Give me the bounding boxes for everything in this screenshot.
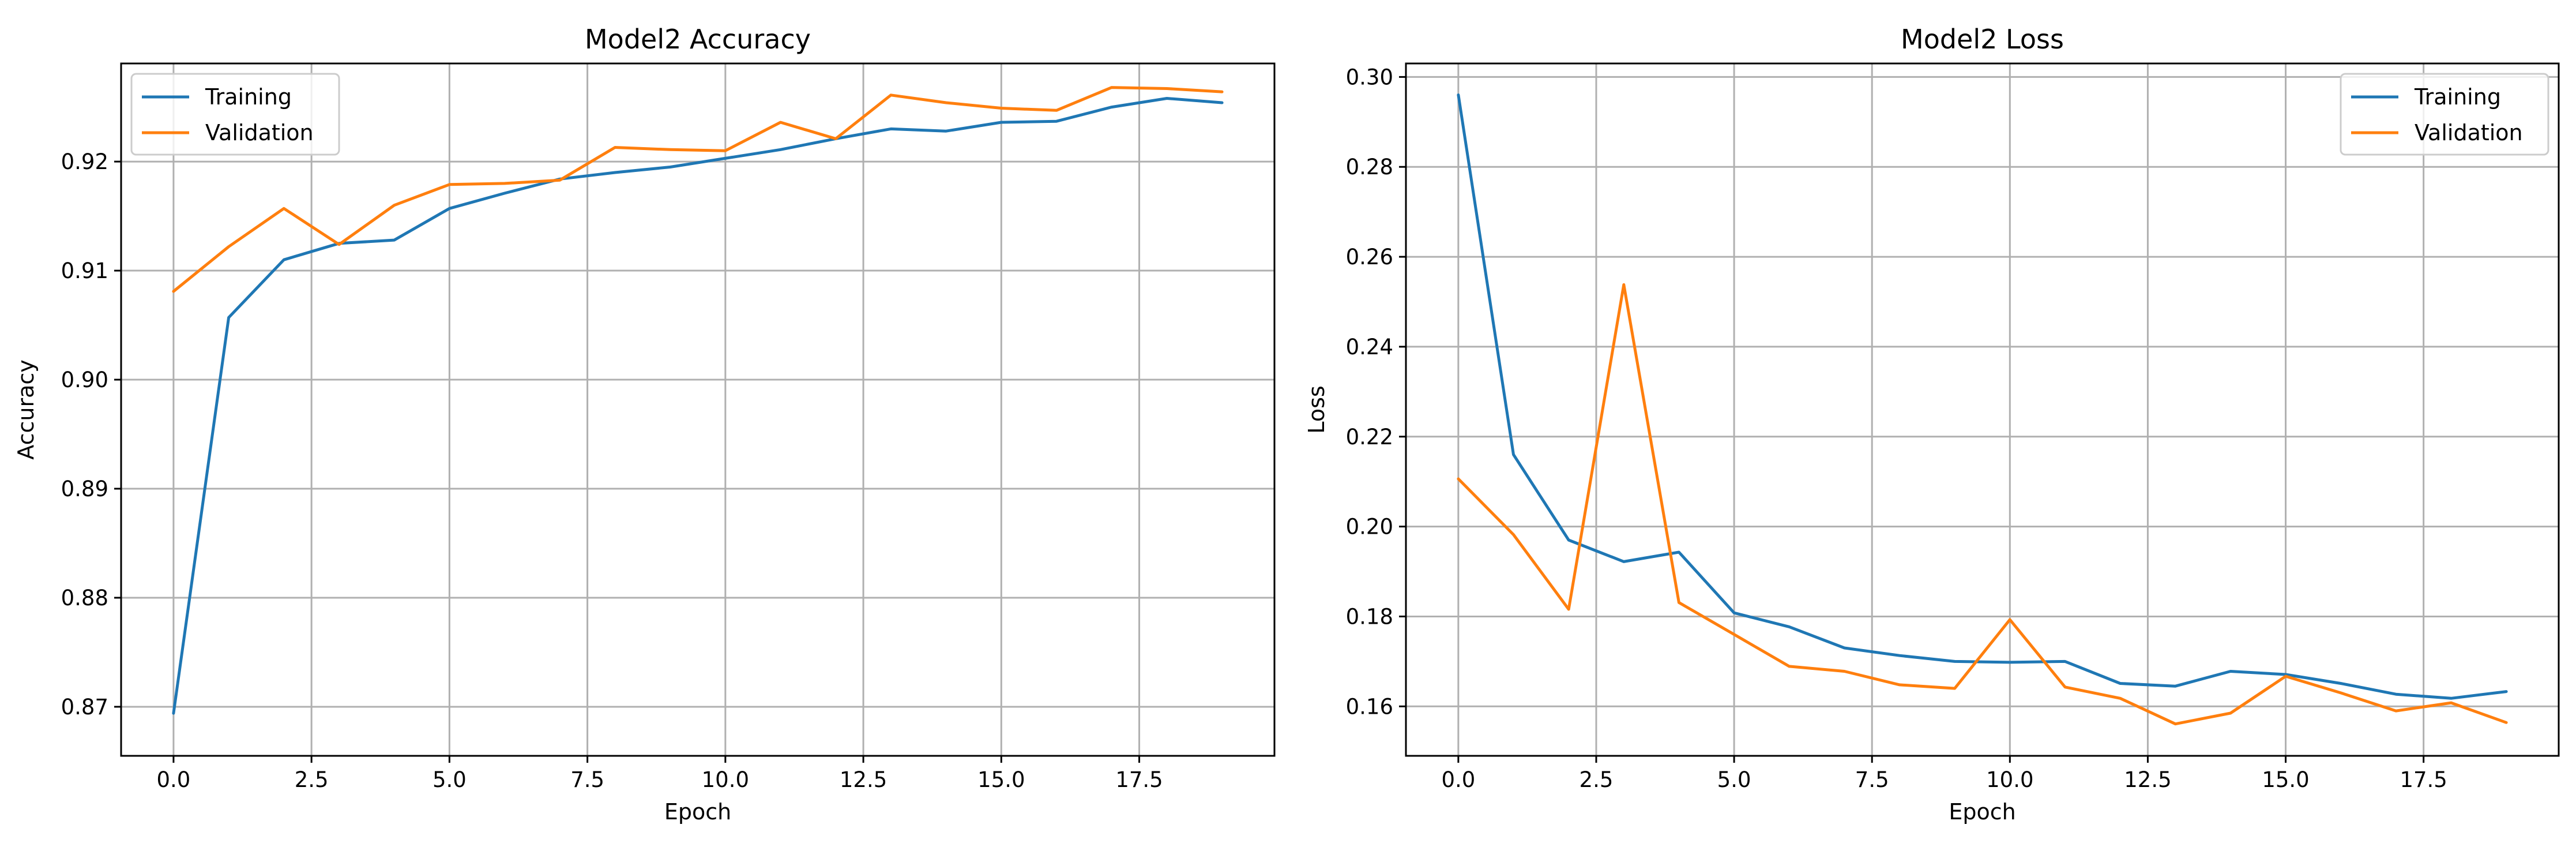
y-tick-label: 0.26: [1346, 245, 1393, 269]
y-tick-label: 0.16: [1346, 694, 1393, 719]
y-tick-label: 0.88: [61, 586, 108, 610]
y-tick-label: 0.90: [61, 368, 108, 392]
y-tick-label: 0.87: [61, 695, 108, 719]
legend-frame: [130, 73, 340, 156]
legend-label-training: Training: [2414, 84, 2501, 110]
y-tick-label: 0.92: [61, 149, 108, 174]
loss-chart: 0.0 2.5 5.0 7.5 10.0 12.5 15.0 17.5 0.16 0.18 0.20…: [1304, 24, 2560, 824]
loss-chart-title: Model2 Loss: [1901, 24, 2064, 55]
x-tick-label: 15.0: [2262, 767, 2309, 792]
x-tick-label: 10.0: [1986, 767, 2033, 792]
accuracy-chart-title: Model2 Accuracy: [585, 24, 811, 55]
accuracy-series-validation: [172, 86, 1224, 293]
x-tick-label: 7.5: [1855, 767, 1889, 792]
x-tick-label: 17.5: [1115, 767, 1163, 792]
x-tick-label: 5.0: [1717, 767, 1751, 792]
x-tick-label: 10.0: [702, 767, 749, 792]
legend-label-validation: Validation: [205, 120, 314, 145]
loss-y-axis-label: Loss: [1304, 385, 1329, 433]
y-tick-label: 0.18: [1346, 604, 1393, 629]
accuracy-axes-frame: [120, 62, 1276, 757]
accuracy-legend: Training Validation: [130, 73, 340, 156]
x-tick-label: 7.5: [570, 767, 604, 792]
accuracy-series-training: [172, 97, 1224, 715]
x-tick-label: 15.0: [977, 767, 1025, 792]
y-tick-label: 0.30: [1346, 65, 1393, 89]
legend-frame: [2340, 73, 2549, 156]
y-tick-label: 0.20: [1346, 515, 1393, 539]
loss-grid: [1406, 63, 2559, 756]
x-tick-label: 17.5: [2400, 767, 2447, 792]
x-tick-label: 2.5: [295, 767, 329, 792]
accuracy-chart: 0.0 2.5 5.0 7.5 10.0 12.5 15.0 17.5 0.87 0.88 0.89…: [13, 24, 1276, 824]
x-tick-label: 2.5: [1580, 767, 1614, 792]
x-tick-label: 12.5: [840, 767, 887, 792]
accuracy-y-axis-label: Accuracy: [13, 359, 39, 460]
y-tick-label: 0.28: [1346, 155, 1393, 179]
y-tick-label: 0.89: [61, 477, 108, 501]
loss-axes-frame: [1405, 62, 2560, 757]
x-tick-label: 0.0: [156, 767, 190, 792]
loss-x-axis-label: Epoch: [1949, 799, 2015, 824]
y-tick-label: 0.91: [61, 258, 108, 283]
loss-series-validation: [1457, 283, 2508, 726]
y-tick-label: 0.24: [1346, 335, 1393, 359]
y-tick-label: 0.22: [1346, 425, 1393, 449]
x-tick-label: 12.5: [2124, 767, 2171, 792]
loss-series-training: [1457, 93, 2508, 700]
x-tick-label: 0.0: [1441, 767, 1475, 792]
legend-label-training: Training: [205, 84, 292, 110]
x-tick-label: 5.0: [433, 767, 467, 792]
legend-label-validation: Validation: [2415, 120, 2523, 145]
loss-legend: Training Validation: [2340, 73, 2549, 156]
accuracy-x-axis-label: Epoch: [664, 799, 731, 824]
